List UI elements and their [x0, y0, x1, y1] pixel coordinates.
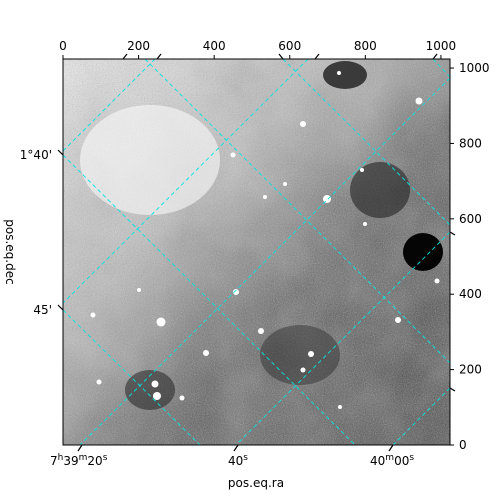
right-tick-label: 400 [459, 287, 482, 301]
right-tick-label: 1000 [459, 61, 490, 75]
right-tick-label: 200 [459, 363, 482, 377]
sky-image [63, 59, 450, 445]
stars [90, 71, 440, 409]
ra-tick-label-2: 40s [228, 453, 248, 468]
y-axis-label: pos.eq.dec [3, 219, 17, 284]
dec-tick-label-2: 45' [33, 303, 52, 317]
plot-frame [62, 58, 451, 446]
wcs-ticks [57, 53, 456, 452]
x-axis-label: pos.eq.ra [228, 476, 284, 490]
top-tick-label: 0 [59, 39, 67, 53]
ra-tick-label-1: 7h39m20s [50, 453, 108, 468]
right-tick-label: 800 [459, 136, 482, 150]
ra-tick-label-3: 40m00s [370, 453, 414, 468]
top-tick-label: 400 [203, 39, 226, 53]
dark-globule [403, 233, 443, 271]
bright-region [80, 105, 220, 215]
top-tick-label: 1000 [426, 39, 457, 53]
top-tick-label: 600 [278, 39, 301, 53]
coordinate-grid [63, 59, 450, 445]
dec-tick-label-1: 1°40' [20, 148, 52, 162]
top-tick-label: 800 [354, 39, 377, 53]
right-tick-label: 600 [459, 212, 482, 226]
top-tick-label: 200 [127, 39, 150, 53]
right-tick-label: 0 [459, 438, 467, 452]
